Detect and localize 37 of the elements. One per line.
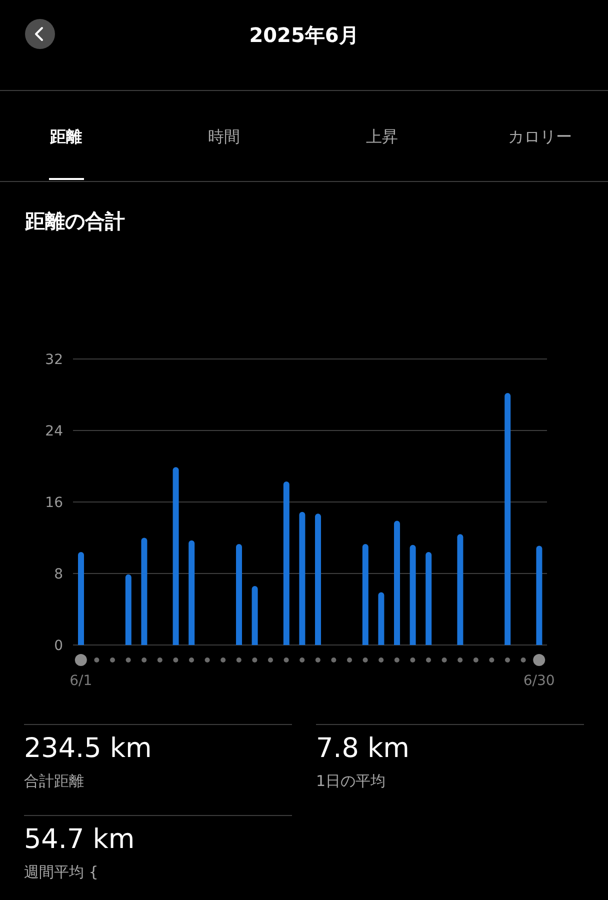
y-tick-label: 24 <box>45 423 64 440</box>
chart-subtitle: 距離の合計 <box>25 209 125 233</box>
bar <box>410 544 416 645</box>
y-tick-label: 16 <box>45 494 64 511</box>
text: 週間平均 { <box>24 863 98 881</box>
text: 上昇 <box>366 127 398 146</box>
text: 7.8 km <box>316 733 410 764</box>
text: 234.5 km <box>24 733 152 764</box>
bar <box>394 520 400 645</box>
bar <box>172 467 179 645</box>
bar <box>141 538 148 645</box>
bar <box>125 574 132 645</box>
bar <box>504 392 511 645</box>
x-tick-label: 6/30 <box>523 673 555 689</box>
y-tick-label: 0 <box>54 638 63 654</box>
text: 1日の平均 <box>316 772 386 790</box>
text: 合計距離 <box>24 772 84 790</box>
bar <box>283 481 290 645</box>
text: 距離 <box>50 127 82 146</box>
bar <box>378 592 384 645</box>
bar <box>362 544 368 645</box>
bar <box>536 546 542 645</box>
bar <box>315 514 321 645</box>
text: 時間 <box>208 127 240 146</box>
text: カロリー <box>508 127 572 146</box>
y-tick-label: 32 <box>45 352 63 368</box>
bar <box>426 552 432 645</box>
chart-title: 2025年6月 <box>249 23 359 47</box>
bar <box>299 512 306 645</box>
bar <box>188 540 195 645</box>
y-tick-label: 8 <box>54 566 63 582</box>
bar <box>457 534 464 645</box>
bar <box>236 544 242 645</box>
bar <box>252 586 258 645</box>
x-tick-label: 6/1 <box>70 673 92 689</box>
bar <box>78 552 84 645</box>
text: 54.7 km <box>24 824 135 855</box>
